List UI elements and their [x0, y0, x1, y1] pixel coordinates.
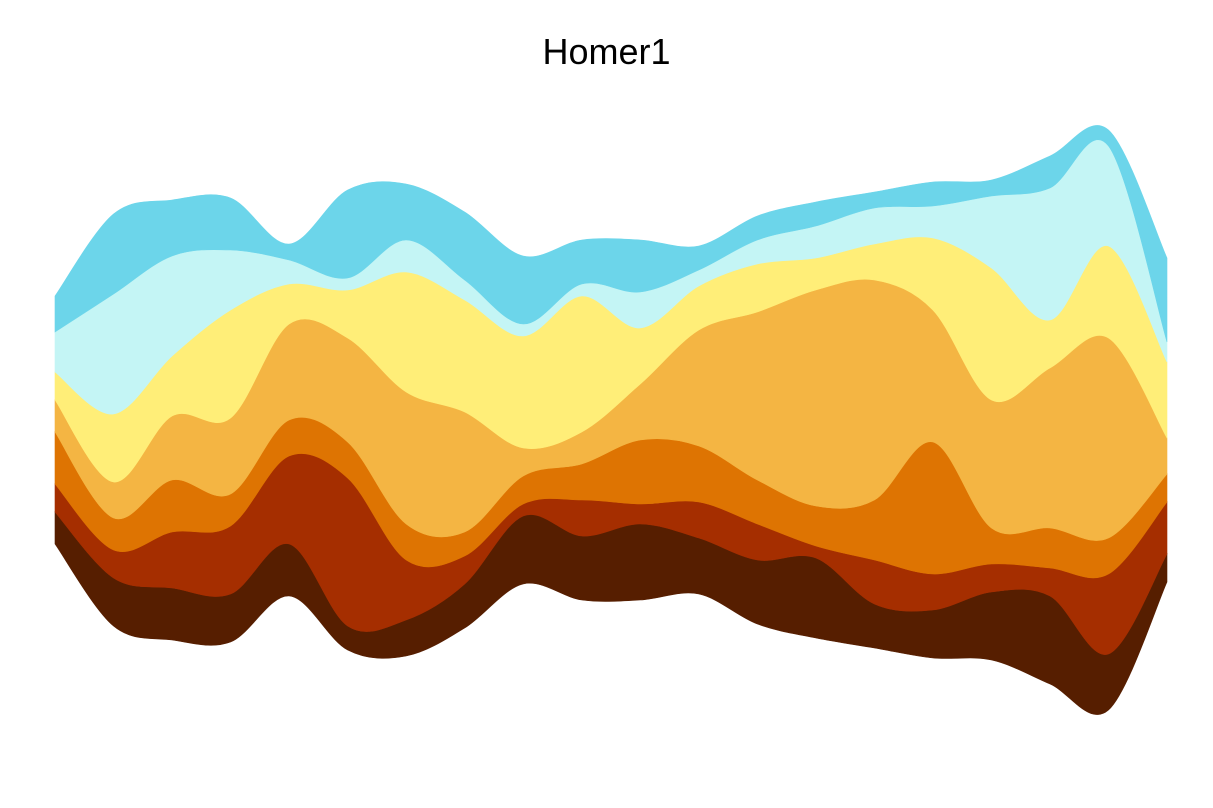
streamgraph-layers	[54, 125, 1168, 715]
chart-title: Homer1	[542, 31, 671, 72]
stream-layer-7	[54, 125, 1168, 343]
